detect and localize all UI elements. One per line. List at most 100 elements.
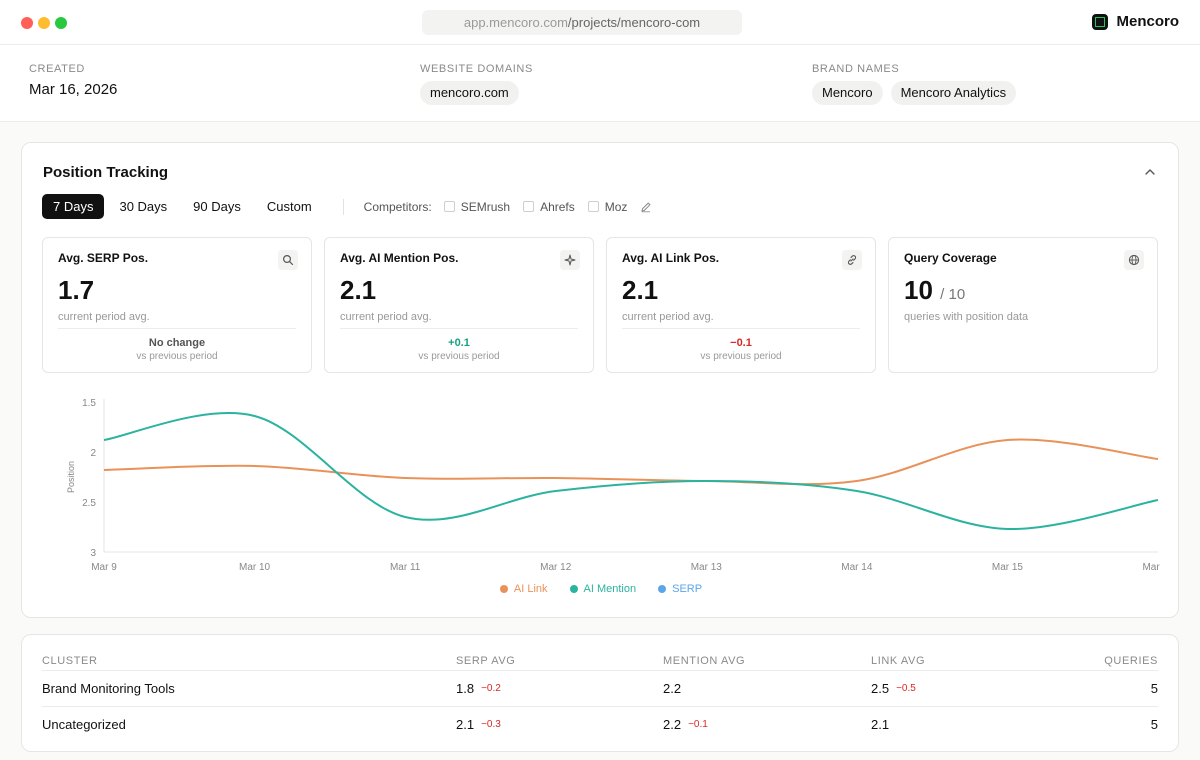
stat-title: Avg. AI Link Pos.: [622, 251, 720, 265]
tab-90-days[interactable]: 90 Days: [193, 199, 241, 214]
stat-delta: +0.1: [448, 337, 470, 349]
range-tabs: 7 Days 30 Days 90 Days Custom Competitor…: [42, 194, 652, 219]
competitor-label: Ahrefs: [540, 199, 575, 214]
edit-pencil-icon[interactable]: [640, 201, 652, 213]
x-tick-label: Mar 12: [540, 562, 572, 573]
link-avg: 2.5: [871, 681, 890, 696]
competitors-label: Competitors:: [363, 199, 432, 214]
brand-name: Mencoro: [1116, 13, 1179, 30]
brand[interactable]: Mencoro: [1092, 13, 1179, 30]
legend-item-ai-link[interactable]: AI Link: [499, 583, 548, 595]
legend-item-serp[interactable]: SERP: [658, 583, 702, 595]
link-avg: 2.1: [871, 717, 890, 732]
competitor-label: Moz: [604, 199, 628, 214]
queries-count: 5: [1150, 681, 1158, 696]
domain-chip[interactable]: mencoro.com: [420, 81, 519, 105]
competitor-moz[interactable]: Moz: [587, 199, 628, 214]
x-tick-label: Mar 15: [992, 562, 1024, 573]
cluster-table: CLUSTER SERP AVG MENTION AVG LINK AVG QU…: [21, 634, 1179, 752]
link-avg-cell: 2.5 −0.5: [871, 671, 916, 706]
tab-30-days[interactable]: 30 Days: [119, 199, 168, 214]
legend-dot-icon: [658, 585, 667, 593]
mention-avg: 2.2: [663, 717, 682, 732]
column-header-cluster[interactable]: CLUSTER: [42, 655, 98, 667]
created-label: CREATED: [29, 63, 85, 75]
serp-avg: 2.1: [456, 717, 475, 732]
competitor-label: SEMrush: [460, 199, 511, 214]
y-tick-label: 3: [90, 548, 96, 559]
legend-label: AI Link: [513, 583, 548, 595]
column-header-serp-avg[interactable]: SERP AVG: [456, 655, 516, 667]
created-section: CREATED Mar 16, 2026: [29, 63, 117, 98]
tab-custom[interactable]: Custom: [266, 199, 312, 214]
legend-label: SERP: [672, 583, 703, 595]
window-titlebar: app.mencoro.com/projects/mencoro-com Men…: [0, 0, 1200, 45]
brand-chip[interactable]: Mencoro: [812, 81, 883, 105]
globe-icon: [1124, 250, 1144, 270]
chart-legend: AI Link AI Mention SERP: [22, 583, 1180, 595]
competitor-ahrefs[interactable]: Ahrefs: [523, 200, 575, 214]
tab-7-days[interactable]: 7 Days: [42, 194, 105, 219]
maximize-window-button[interactable]: [55, 17, 67, 29]
x-tick-label: Mar 14: [841, 562, 873, 573]
stat-compare-label: vs previous period: [700, 351, 782, 362]
stat-card-ai-mention: Avg. AI Mention Pos. 2.1 current period …: [324, 237, 594, 373]
url-path: /projects/mencoro-com: [567, 15, 701, 30]
search-icon: [278, 250, 298, 270]
link-delta: −0.5: [896, 683, 916, 694]
stat-subtitle: current period avg.: [58, 311, 150, 323]
stat-title: Avg. AI Mention Pos.: [340, 251, 459, 265]
serp-delta: −0.2: [481, 683, 501, 694]
mention-delta: −0.1: [688, 719, 708, 730]
brand-chip[interactable]: Mencoro Analytics: [890, 81, 1017, 105]
address-bar[interactable]: app.mencoro.com/projects/mencoro-com: [422, 10, 742, 35]
serp-avg: 1.8: [456, 681, 475, 696]
stat-card-serp: Avg. SERP Pos. 1.7 current period avg. N…: [42, 237, 312, 373]
checkbox[interactable]: [523, 201, 535, 212]
stat-value: 10 / 10: [904, 275, 965, 306]
checkbox[interactable]: [443, 201, 455, 212]
stat-delta: −0.1: [730, 337, 752, 349]
x-tick-label: Mar 10: [239, 562, 271, 573]
checkbox[interactable]: [587, 201, 599, 212]
stat-value: 1.7: [58, 275, 95, 305]
stat-value: 2.1: [622, 275, 659, 305]
coverage-count: 10: [904, 275, 933, 305]
series-line-ai-mention: [103, 412, 1159, 531]
x-tick-label: Mar 13: [691, 562, 723, 573]
competitor-semrush[interactable]: SEMrush: [443, 199, 511, 214]
stat-compare-label: vs previous period: [418, 351, 500, 362]
series-line-ai-link: [103, 438, 1159, 486]
divider: [622, 328, 860, 329]
queries-count: 5: [1150, 717, 1158, 732]
cluster-name: Brand Monitoring Tools: [42, 681, 175, 696]
stat-subtitle: current period avg.: [340, 311, 432, 323]
legend-item-ai-mention[interactable]: AI Mention: [569, 583, 636, 595]
serp-delta: −0.3: [481, 719, 501, 730]
stat-value: 2.1: [340, 275, 377, 305]
x-tick-label: Mar 9: [91, 562, 117, 573]
table-row[interactable]: Brand Monitoring Tools 1.8 −0.2 2.2 2.5 −0…: [42, 670, 1158, 706]
table-row[interactable]: Uncategorized 2.1 −0.3 2.2 −0.1 2.1 5: [42, 706, 1158, 742]
legend-dot-icon: [569, 585, 578, 593]
y-tick-label: 2.5: [82, 498, 96, 509]
domains-label: WEBSITE DOMAINS: [420, 63, 533, 75]
column-header-mention-avg[interactable]: MENTION AVG: [663, 655, 746, 667]
brands-label: BRAND NAMES: [812, 63, 900, 75]
position-chart: 1.5 2 2.5 3 Mar 9 Mar 10 Mar 11 Mar 12 Mar 13 Mar…: [66, 398, 1162, 573]
mencoro-logo-icon: [1092, 13, 1109, 30]
legend-dot-icon: [499, 585, 508, 593]
stat-delta: No change: [148, 337, 206, 349]
created-value: Mar 16, 2026: [29, 81, 118, 98]
chevron-up-icon[interactable]: [1143, 165, 1157, 179]
stat-card-query-coverage: Query Coverage 10 / 10 queries with posi…: [888, 237, 1158, 373]
minimize-window-button[interactable]: [38, 17, 50, 29]
position-tracking-card: Position Tracking 7 Days 30 Days 90 Days…: [21, 142, 1179, 618]
close-window-button[interactable]: [21, 17, 33, 29]
section-title: Position Tracking: [43, 164, 169, 181]
column-header-link-avg[interactable]: LINK AVG: [871, 655, 926, 667]
column-header-queries[interactable]: QUERIES: [1104, 655, 1158, 667]
divider: [340, 328, 578, 329]
domains-section: WEBSITE DOMAINS mencoro.com: [420, 63, 533, 105]
coverage-total: / 10: [940, 286, 966, 303]
